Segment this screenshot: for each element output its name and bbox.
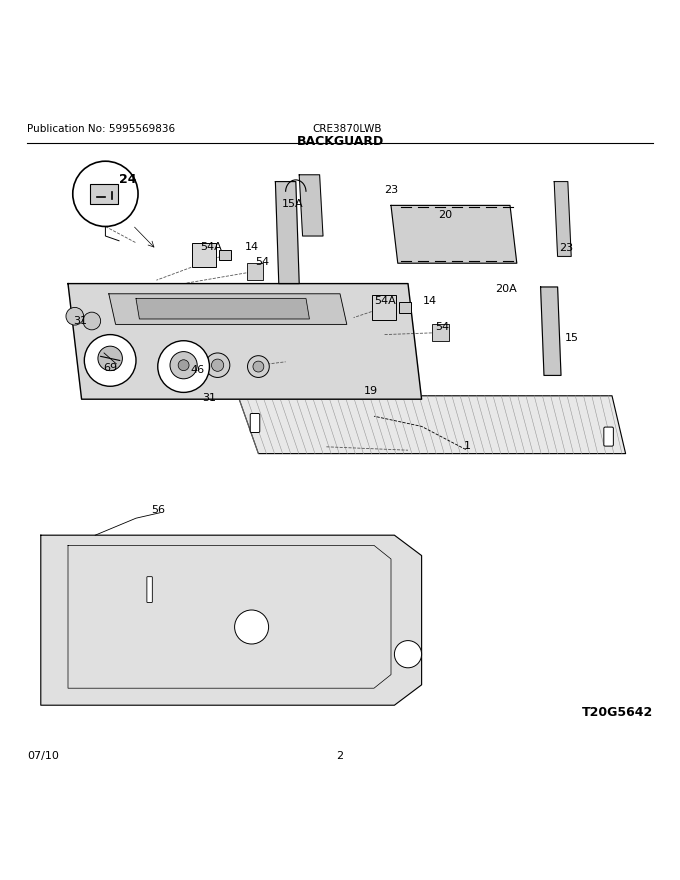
Circle shape xyxy=(394,641,422,668)
Circle shape xyxy=(248,356,269,378)
Text: 46: 46 xyxy=(190,365,205,376)
FancyBboxPatch shape xyxy=(604,427,613,446)
Polygon shape xyxy=(136,298,309,319)
Circle shape xyxy=(66,307,84,325)
Text: 24: 24 xyxy=(119,173,137,186)
Text: 14: 14 xyxy=(423,296,437,306)
Bar xyxy=(90,184,118,204)
Circle shape xyxy=(170,352,197,378)
Polygon shape xyxy=(391,205,517,263)
Text: 07/10: 07/10 xyxy=(27,751,59,761)
Bar xyxy=(432,325,449,341)
Text: Publication No: 5995569836: Publication No: 5995569836 xyxy=(27,124,175,135)
Text: 19: 19 xyxy=(364,385,378,396)
Polygon shape xyxy=(275,181,299,283)
Text: 2: 2 xyxy=(337,751,343,761)
Circle shape xyxy=(253,361,264,372)
Bar xyxy=(219,250,231,260)
Circle shape xyxy=(98,346,122,370)
Text: 69: 69 xyxy=(103,363,118,372)
Circle shape xyxy=(205,353,230,378)
Bar xyxy=(399,302,411,312)
Text: T20G5642: T20G5642 xyxy=(581,706,653,719)
Circle shape xyxy=(235,610,269,644)
Circle shape xyxy=(84,334,136,386)
Text: CRE3870LWB: CRE3870LWB xyxy=(313,124,382,135)
Circle shape xyxy=(73,161,138,226)
Text: 31: 31 xyxy=(203,392,217,402)
Text: 54: 54 xyxy=(435,322,449,332)
Text: 20A: 20A xyxy=(495,284,517,295)
Bar xyxy=(192,243,216,268)
Text: 54A: 54A xyxy=(201,242,222,253)
Polygon shape xyxy=(554,181,571,256)
Text: 54A: 54A xyxy=(374,296,396,306)
Circle shape xyxy=(178,360,189,370)
Text: 54: 54 xyxy=(255,257,269,267)
Text: 20: 20 xyxy=(439,210,453,220)
FancyBboxPatch shape xyxy=(147,576,152,603)
Text: 23: 23 xyxy=(384,185,398,195)
Text: 15: 15 xyxy=(564,334,579,343)
Polygon shape xyxy=(238,396,626,453)
Polygon shape xyxy=(299,175,323,236)
Text: 14: 14 xyxy=(245,242,259,253)
Circle shape xyxy=(211,359,224,371)
Text: BACKGUARD: BACKGUARD xyxy=(296,136,384,149)
Polygon shape xyxy=(68,283,422,400)
Text: 15A: 15A xyxy=(282,199,304,209)
Polygon shape xyxy=(109,294,347,325)
Circle shape xyxy=(158,341,209,392)
FancyBboxPatch shape xyxy=(250,414,260,432)
Bar xyxy=(372,295,396,319)
Text: 56: 56 xyxy=(151,505,165,515)
Bar xyxy=(247,263,263,280)
Text: 31: 31 xyxy=(73,317,88,326)
Circle shape xyxy=(83,312,101,330)
Text: 23: 23 xyxy=(559,243,573,253)
Text: 1: 1 xyxy=(464,441,471,451)
Polygon shape xyxy=(41,535,422,705)
Polygon shape xyxy=(541,287,561,376)
